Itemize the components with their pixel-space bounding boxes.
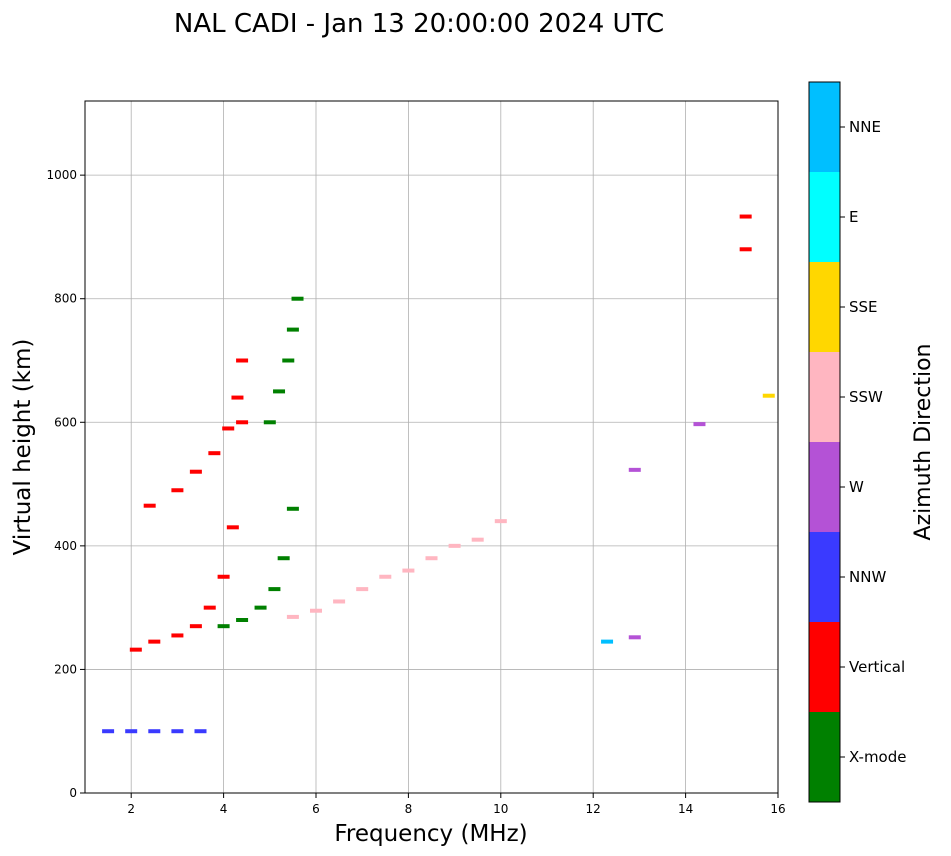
colorbar-segment bbox=[809, 712, 840, 802]
echo-point bbox=[291, 296, 304, 301]
colorbar-tick-label: SSW bbox=[849, 388, 883, 406]
x-tick-label: 12 bbox=[586, 802, 601, 816]
echo-point bbox=[628, 635, 641, 640]
x-tick-label: 10 bbox=[493, 802, 508, 816]
echo-point bbox=[222, 426, 235, 431]
colorbar-segment bbox=[809, 262, 840, 352]
x-axis-label: Frequency (MHz) bbox=[334, 821, 527, 847]
x-tick-label: 16 bbox=[770, 802, 785, 816]
x-tick-label: 2 bbox=[127, 802, 135, 816]
echo-point bbox=[189, 469, 202, 474]
echo-point bbox=[402, 568, 415, 573]
echo-point bbox=[739, 214, 752, 219]
colorbar-segment bbox=[809, 352, 840, 442]
echo-point bbox=[226, 525, 239, 530]
echo-point bbox=[189, 624, 202, 629]
echo-point bbox=[471, 537, 484, 542]
echo-point bbox=[143, 503, 156, 508]
y-axis-label: Virtual height (km) bbox=[10, 339, 36, 556]
echo-point bbox=[268, 587, 281, 592]
echo-point bbox=[148, 639, 161, 644]
echo-point bbox=[217, 624, 230, 629]
echo-point bbox=[254, 605, 267, 610]
echo-point bbox=[286, 327, 299, 332]
plot-frame bbox=[84, 100, 779, 794]
echo-point bbox=[125, 729, 138, 734]
colorbar-frame bbox=[808, 81, 841, 803]
echo-point bbox=[693, 422, 706, 427]
echo-point bbox=[148, 729, 161, 734]
y-tick-label: 800 bbox=[54, 292, 77, 306]
echo-point bbox=[310, 608, 322, 613]
echo-point bbox=[102, 729, 115, 734]
y-tick-label: 200 bbox=[54, 662, 77, 676]
colorbar-tick-label: SSE bbox=[849, 298, 878, 316]
echo-point bbox=[208, 451, 221, 456]
echo-point bbox=[601, 639, 614, 644]
echo-point bbox=[171, 729, 184, 734]
echo-point bbox=[286, 506, 299, 511]
y-tick-label: 1000 bbox=[46, 168, 77, 182]
echo-point bbox=[277, 556, 290, 561]
colorbar-segment bbox=[809, 172, 840, 262]
y-axis-ticks: 0 200 400 600 800 1000 bbox=[46, 168, 85, 800]
echo-point bbox=[494, 519, 507, 524]
colorbar-tick-label: NNE bbox=[849, 118, 881, 136]
colorbar-label: Azimuth Direction bbox=[911, 343, 936, 540]
x-tick-label: 8 bbox=[405, 802, 413, 816]
echo-point bbox=[263, 420, 276, 425]
echo-point bbox=[628, 467, 641, 472]
echo-point bbox=[236, 618, 249, 622]
x-tick-label: 14 bbox=[678, 802, 693, 816]
echo-point bbox=[129, 647, 142, 652]
echo-point bbox=[171, 488, 184, 493]
echo-point bbox=[379, 574, 392, 579]
chart-title: NAL CADI - Jan 13 20:00:00 2024 UTC bbox=[174, 9, 664, 39]
echo-point bbox=[425, 556, 438, 561]
colorbar-segment bbox=[809, 622, 840, 712]
echo-point bbox=[448, 543, 461, 548]
grid-lines bbox=[85, 101, 779, 794]
echo-point bbox=[273, 389, 286, 394]
y-tick-label: 400 bbox=[54, 539, 77, 553]
x-tick-label: 4 bbox=[220, 802, 228, 816]
echo-point bbox=[762, 393, 775, 398]
colorbar-tick-label: X-mode bbox=[849, 748, 906, 766]
echo-point bbox=[333, 599, 346, 604]
echo-point bbox=[203, 605, 216, 610]
echo-point bbox=[236, 358, 249, 363]
colorbar-tick-label: W bbox=[849, 478, 864, 496]
colorbar-segment bbox=[809, 532, 840, 622]
y-tick-label: 600 bbox=[54, 415, 77, 429]
echo-marks bbox=[102, 214, 775, 734]
x-axis-ticks: 2 4 6 8 10 12 14 16 bbox=[127, 793, 786, 816]
echo-point bbox=[171, 633, 184, 638]
colorbar-segment bbox=[809, 442, 840, 532]
colorbar-tick-label: Vertical bbox=[849, 658, 905, 676]
echo-point bbox=[739, 247, 752, 252]
colorbar-tick-label: E bbox=[849, 208, 858, 226]
echo-point bbox=[282, 358, 295, 363]
x-tick-label: 6 bbox=[312, 802, 320, 816]
echo-point bbox=[286, 614, 299, 619]
y-tick-label: 0 bbox=[69, 786, 77, 800]
echo-point bbox=[356, 587, 369, 592]
echo-point bbox=[194, 729, 207, 734]
colorbar-tick-label: NNW bbox=[849, 568, 886, 586]
echo-point bbox=[236, 420, 249, 425]
colorbar: X-mode Vertical NNW W SSW SSE E NNE bbox=[808, 81, 906, 803]
echo-point bbox=[217, 574, 230, 579]
colorbar-segment bbox=[809, 82, 840, 172]
echo-point bbox=[231, 395, 244, 400]
